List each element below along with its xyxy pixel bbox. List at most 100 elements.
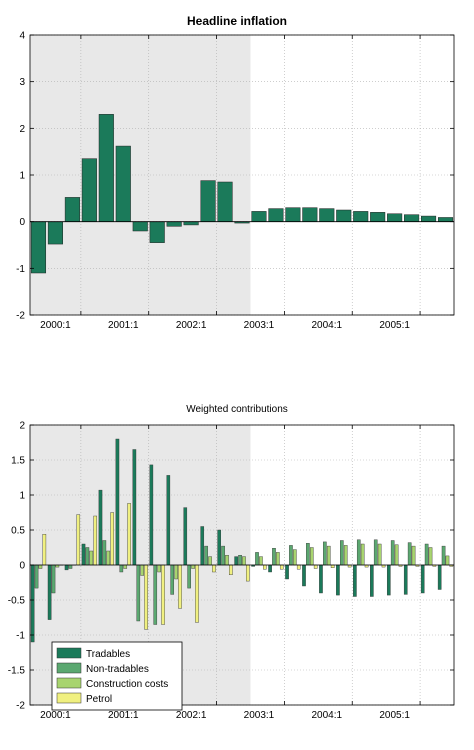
bar [64,564,69,571]
x-tick-label: 2002:1 [176,710,207,721]
legend-label: Construction costs [86,679,168,690]
bar [437,217,454,222]
bar [259,556,263,566]
bar [221,545,225,566]
bar [123,564,128,569]
bar [336,564,340,596]
bar [217,529,221,566]
bar [276,552,280,566]
bar [296,564,301,570]
bar [106,550,111,566]
bar [285,207,301,222]
x-tick-label: 2001:1 [108,710,139,721]
bar [102,540,107,566]
bar [445,555,450,566]
bar [81,543,86,566]
y-tick-label: -2 [16,701,25,712]
bar [68,564,73,569]
bar [38,564,43,569]
y-tick-label: -1 [16,264,25,275]
y-tick-label: 2 [19,124,25,135]
legend-swatch [56,692,82,704]
bar [47,564,52,620]
bar [323,541,327,566]
bar [319,208,335,222]
bar [119,564,124,573]
bar [441,545,446,566]
bar [424,543,429,566]
bar [93,515,98,566]
bar [217,181,233,222]
bar [42,533,47,566]
legend: Tradables Non-tradables Construction costs… [51,641,183,711]
legend-swatch [56,662,82,674]
x-tick-label: 2005:1 [379,710,410,721]
x-tick-label: 2002:1 [176,320,207,331]
bar [115,438,120,566]
bar [238,554,242,566]
bar [110,512,114,566]
y-tick-label: 1 [19,171,25,182]
bars [30,438,454,643]
bar [178,564,182,609]
bar [212,564,216,573]
y-tick-label: -0.5 [8,596,26,607]
y-tick-label: 1 [19,491,25,502]
bar [34,564,39,589]
bar [157,564,161,573]
bar [149,221,165,243]
bar [200,180,216,222]
y-tick-label: -1 [16,631,25,642]
bar [293,549,297,566]
bar [166,221,182,227]
bar [386,564,391,596]
y-tick-label: 0.5 [11,526,25,537]
bar [191,564,195,569]
bar [127,503,131,566]
bar [30,564,35,643]
bar [98,114,114,222]
bar [225,554,229,566]
bar [229,564,233,576]
bar [208,556,212,566]
x-tick-label: 2005:1 [379,320,410,331]
bar [89,550,94,566]
bar [153,564,158,625]
x-tick-label: 2000:1 [40,710,71,721]
bar [302,207,318,222]
bar [306,543,310,566]
bar [98,489,103,566]
bar [204,545,208,566]
bar [170,564,175,595]
bar [336,209,352,222]
bar [132,449,137,566]
bar [437,564,442,590]
y-tick-label: 3 [19,77,25,88]
bar [76,514,81,566]
chart-title: Headline inflation [186,14,287,28]
bar [251,211,267,222]
bar [272,547,276,566]
bar [64,197,80,222]
bar [353,564,357,597]
y-tick-label: 4 [19,31,25,42]
y-tick-label: 2 [19,421,25,432]
weighted-contributions-chart: Weighted contributions -2 -1.5 -1 -0.5 0 0.5 1… [0,395,474,745]
bar [428,547,433,566]
bar [404,214,420,222]
legend-swatch [56,677,82,689]
bar [174,564,178,580]
bar [234,556,238,566]
bar [289,545,293,566]
y-tick-label: -1.5 [8,666,26,677]
bar [195,564,199,623]
bar [319,564,323,594]
bar [183,507,188,566]
bar [285,564,289,580]
x-tick-label: 2000:1 [40,320,71,331]
bar [370,212,386,222]
bar [183,221,199,226]
y-tick-label: 0 [19,561,25,572]
bar [263,564,267,570]
bar [279,564,284,570]
